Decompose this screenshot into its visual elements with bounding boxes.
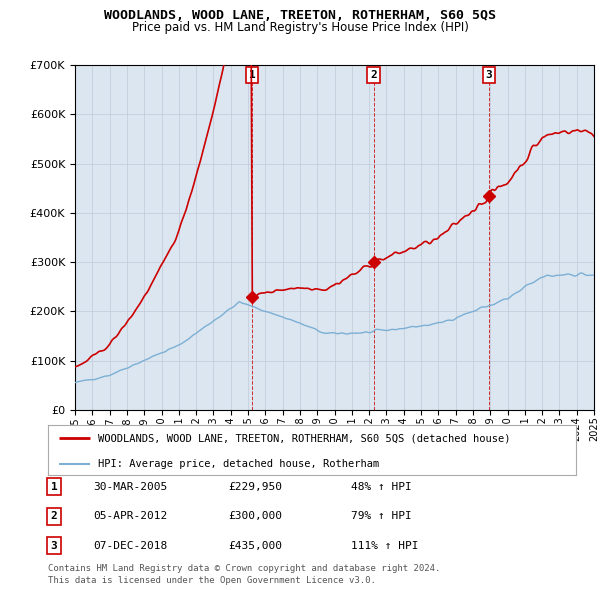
Text: Price paid vs. HM Land Registry's House Price Index (HPI): Price paid vs. HM Land Registry's House …	[131, 21, 469, 34]
Text: 30-MAR-2005: 30-MAR-2005	[93, 482, 167, 491]
Text: £435,000: £435,000	[228, 541, 282, 550]
Text: 1: 1	[50, 482, 58, 491]
Text: Contains HM Land Registry data © Crown copyright and database right 2024.: Contains HM Land Registry data © Crown c…	[48, 565, 440, 573]
Text: £229,950: £229,950	[228, 482, 282, 491]
Text: WOODLANDS, WOOD LANE, TREETON, ROTHERHAM, S60 5QS (detached house): WOODLANDS, WOOD LANE, TREETON, ROTHERHAM…	[98, 433, 511, 443]
Text: 111% ↑ HPI: 111% ↑ HPI	[351, 541, 419, 550]
Text: 1: 1	[249, 70, 256, 80]
Text: 07-DEC-2018: 07-DEC-2018	[93, 541, 167, 550]
Text: 79% ↑ HPI: 79% ↑ HPI	[351, 512, 412, 521]
Text: 3: 3	[485, 70, 493, 80]
Text: 3: 3	[50, 541, 58, 550]
Text: HPI: Average price, detached house, Rotherham: HPI: Average price, detached house, Roth…	[98, 459, 379, 469]
Text: 48% ↑ HPI: 48% ↑ HPI	[351, 482, 412, 491]
Text: 2: 2	[370, 70, 377, 80]
Text: 05-APR-2012: 05-APR-2012	[93, 512, 167, 521]
Text: 2: 2	[50, 512, 58, 521]
Text: £300,000: £300,000	[228, 512, 282, 521]
Text: This data is licensed under the Open Government Licence v3.0.: This data is licensed under the Open Gov…	[48, 576, 376, 585]
Text: WOODLANDS, WOOD LANE, TREETON, ROTHERHAM, S60 5QS: WOODLANDS, WOOD LANE, TREETON, ROTHERHAM…	[104, 9, 496, 22]
